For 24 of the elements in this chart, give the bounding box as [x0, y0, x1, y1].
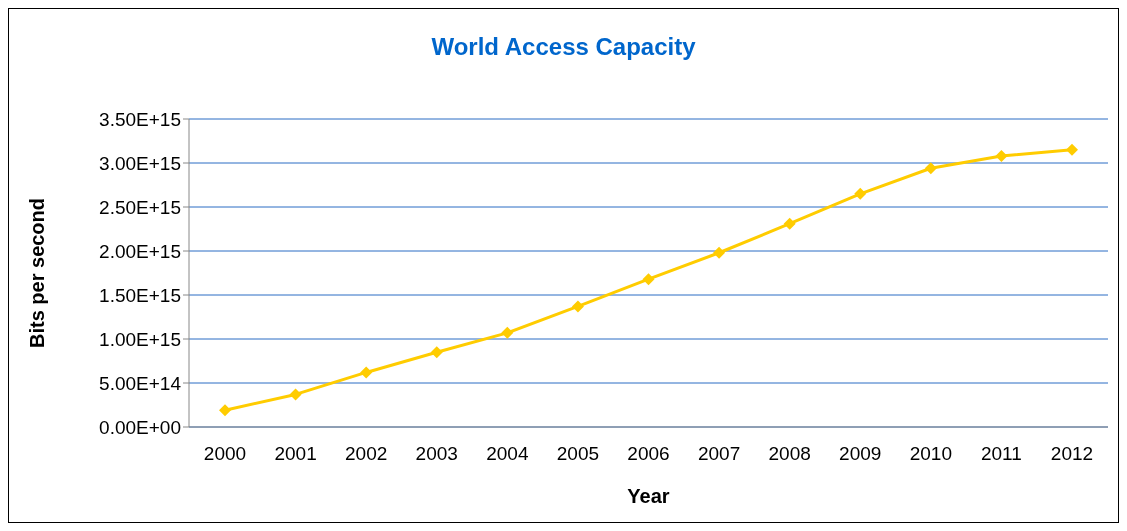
- chart-title: World Access Capacity: [430, 33, 697, 61]
- x-tick-label: 2007: [697, 443, 741, 465]
- y-tick-label: 2.50E+15: [99, 196, 181, 218]
- x-tick-label: 2008: [768, 443, 811, 465]
- y-tick-label: 2.00E+15: [99, 240, 181, 262]
- x-tick-label: 2001: [274, 443, 317, 465]
- x-tick-label: 2002: [345, 443, 388, 465]
- x-axis-title: Year: [627, 485, 670, 507]
- x-tick-label: 2006: [627, 443, 670, 465]
- y-axis-title: Bits per second: [26, 197, 49, 349]
- x-tick-label: 2004: [486, 443, 529, 465]
- x-tick-label: 2010: [909, 443, 952, 465]
- y-tick-label: 3.00E+15: [99, 152, 181, 174]
- x-tick-label: 2005: [556, 443, 600, 465]
- y-tick-label: 5.00E+14: [99, 372, 182, 394]
- y-tick-label: 1.00E+15: [99, 328, 181, 350]
- y-tick-label: 3.50E+15: [99, 108, 181, 130]
- y-tick-label: 0.00E+00: [99, 416, 181, 438]
- y-tick-label: 1.50E+15: [99, 284, 181, 306]
- x-tick-label: 2000: [203, 443, 247, 465]
- x-tick-label: 2012: [1050, 443, 1094, 465]
- x-tick-label: 2003: [415, 443, 458, 465]
- x-tick-label: 2011: [980, 443, 1022, 465]
- x-tick-label: 2009: [839, 443, 882, 465]
